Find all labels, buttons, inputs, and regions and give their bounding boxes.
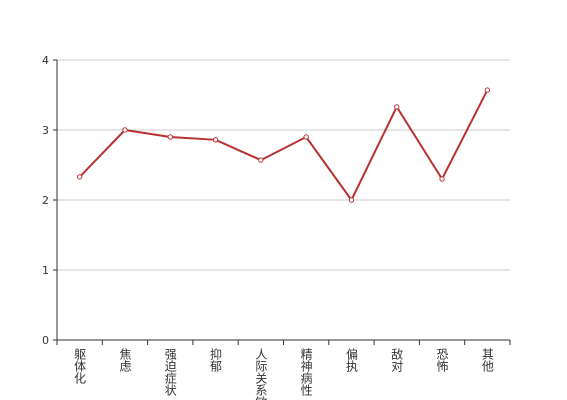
x-tick-label: 精神病性 — [299, 348, 313, 397]
x-tick-label: 躯体化 — [73, 347, 87, 385]
x-tick-label: 恐怖 — [435, 348, 449, 372]
point — [439, 176, 445, 182]
point — [122, 127, 128, 133]
x-tick-label: 其他 — [480, 348, 494, 372]
x-tick-label: 偏执 — [344, 347, 358, 373]
point — [258, 157, 264, 163]
y-tick-label: 1 — [42, 264, 49, 277]
y-tick-label: 3 — [42, 124, 49, 137]
x-tick-label: 焦虑 — [118, 348, 132, 372]
point — [348, 197, 355, 203]
point — [167, 134, 173, 140]
y-tick-label: 0 — [42, 334, 49, 347]
line — [78, 89, 489, 202]
point — [484, 87, 491, 93]
x-tick-label: 人际关系敏感 — [254, 348, 268, 400]
x-tick-label: 抑郁 — [209, 347, 223, 373]
y-tick-label: 4 — [42, 54, 49, 67]
point — [303, 134, 309, 140]
point — [212, 137, 219, 143]
x-tick-label: 强迫症状 — [163, 348, 177, 396]
point — [76, 174, 83, 180]
y-tick-label: 2 — [42, 194, 49, 207]
x-tick-label: 敌对 — [390, 347, 404, 372]
point — [394, 104, 400, 110]
